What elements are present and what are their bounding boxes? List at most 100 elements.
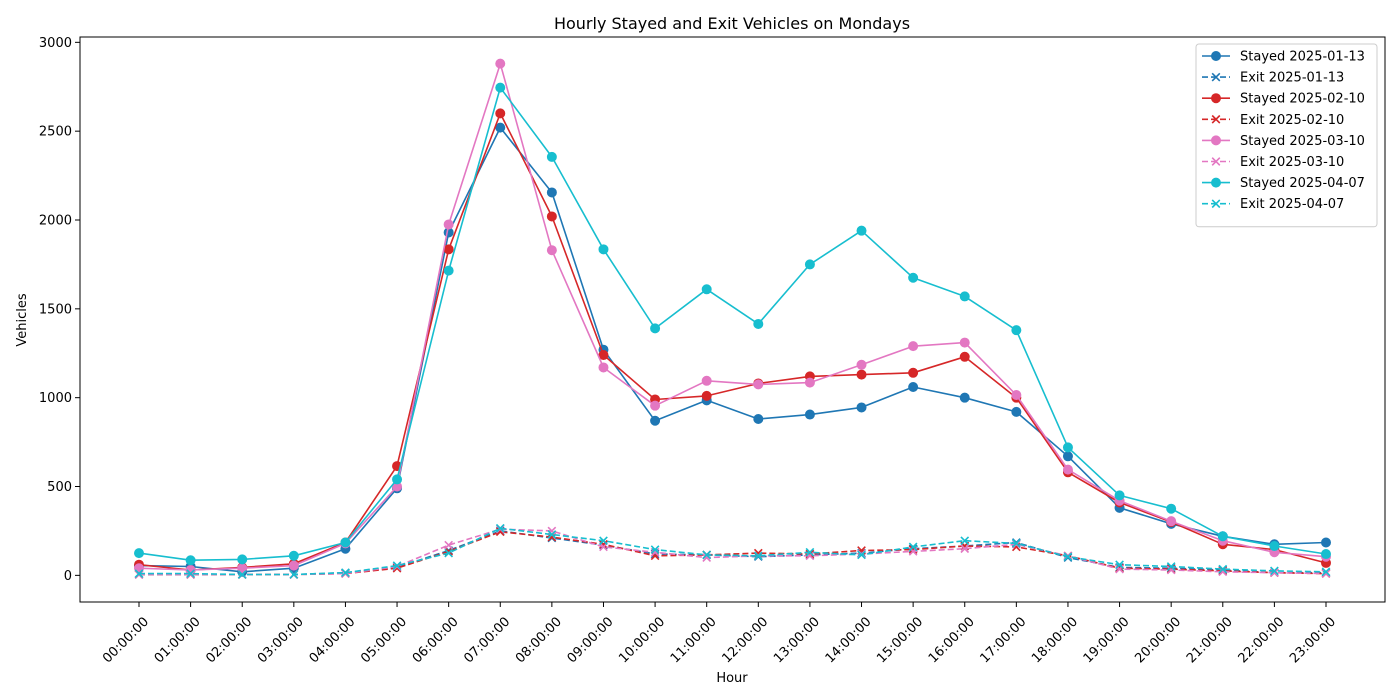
series-line [138,126,1327,573]
x-marker-stroke [650,545,660,554]
data-point [1011,390,1022,401]
data-point [1115,560,1124,570]
x-marker-stroke [599,542,608,552]
series-group [134,82,1331,566]
x-marker-stroke [495,523,505,533]
x-marker-stroke [960,536,970,546]
data-point [857,550,866,560]
series-line [139,530,1326,576]
data-point [650,545,660,554]
data-point [753,318,764,329]
data-point [443,219,454,230]
data-point [1062,451,1073,462]
data-point [701,390,712,401]
data-point [134,569,144,578]
y-tick-label: 3000 [39,36,72,51]
x-marker-stroke [805,551,815,561]
y-tick-label: 2500 [39,125,72,140]
data-point [753,379,764,390]
x-marker-stroke [1063,552,1073,562]
data-point [288,560,299,571]
legend-marker [1211,177,1221,188]
data-point [444,540,454,550]
data-point [1217,531,1228,542]
data-point [804,409,815,420]
data-point [392,561,402,570]
x-marker-stroke [186,569,195,578]
data-point [805,547,815,557]
x-marker-stroke [1270,568,1279,578]
x-marker-stroke [1011,539,1021,548]
data-point [1166,516,1177,527]
y-tick-label: 0 [64,569,72,584]
data-point [908,341,919,352]
x-marker-stroke [1211,72,1221,82]
x-marker-stroke [1211,114,1221,124]
x-marker-stroke [341,568,350,578]
data-point [959,351,970,362]
x-marker-stroke [753,551,763,561]
legend-label: Exit 2025-01-13 [1240,71,1344,86]
data-point [289,570,299,579]
data-point [495,523,505,533]
x-marker-stroke [1115,560,1124,570]
data-point [547,530,557,539]
legend-label: Exit 2025-03-10 [1240,155,1344,170]
data-point [1321,549,1331,560]
data-point [598,362,609,373]
data-point [598,244,609,255]
x-marker-stroke [960,544,970,554]
y-tick-label: 1500 [39,302,72,317]
data-point [546,151,557,162]
data-point [185,555,196,566]
data-point [546,211,557,222]
data-point [856,225,867,236]
legend-box [1195,43,1378,228]
legend-marker [1211,199,1221,209]
legend-item: Exit 2025-01-13 [1202,71,1344,86]
data-point [908,542,918,552]
data-point [340,537,351,548]
x-marker-stroke [1218,564,1228,574]
x-marker-stroke [237,570,247,579]
x-marker-stroke [908,542,918,552]
data-point [650,400,661,411]
data-point [959,392,970,403]
data-point [1114,490,1125,501]
data-point [134,548,144,559]
data-point [856,402,867,413]
data-point [1321,537,1331,548]
data-point [1269,541,1280,552]
data-point [804,259,815,270]
data-point [650,323,661,334]
data-point [495,82,506,93]
data-point [1166,562,1176,571]
data-point [1011,406,1022,417]
legend-item: Exit 2025-03-10 [1202,155,1344,170]
x-marker-stroke [702,550,712,560]
data-point [856,359,867,370]
series-line [138,112,1327,571]
data-point [1270,566,1279,576]
y-axis-label: Vehicles [15,293,30,346]
data-point [598,350,609,361]
plot-frame [79,36,1386,603]
chart-title: Hourly Stayed and Exit Vehicles on Monda… [554,14,910,33]
x-marker-stroke [1211,157,1221,166]
x-marker-stroke [134,569,144,578]
legend-label: Stayed 2025-04-07 [1240,176,1365,191]
data-point [1062,464,1073,475]
legend-marker [1211,157,1221,166]
data-point [650,551,660,561]
x-marker-stroke [444,548,454,558]
data-point [701,375,712,386]
legend-item: Exit 2025-04-07 [1202,197,1344,212]
series-line [139,530,1327,576]
legend-marker [1211,135,1221,146]
y-tick-label: 2000 [39,214,72,229]
legend-item: Exit 2025-02-10 [1202,113,1344,128]
data-point [341,568,350,578]
data-point [753,413,764,424]
